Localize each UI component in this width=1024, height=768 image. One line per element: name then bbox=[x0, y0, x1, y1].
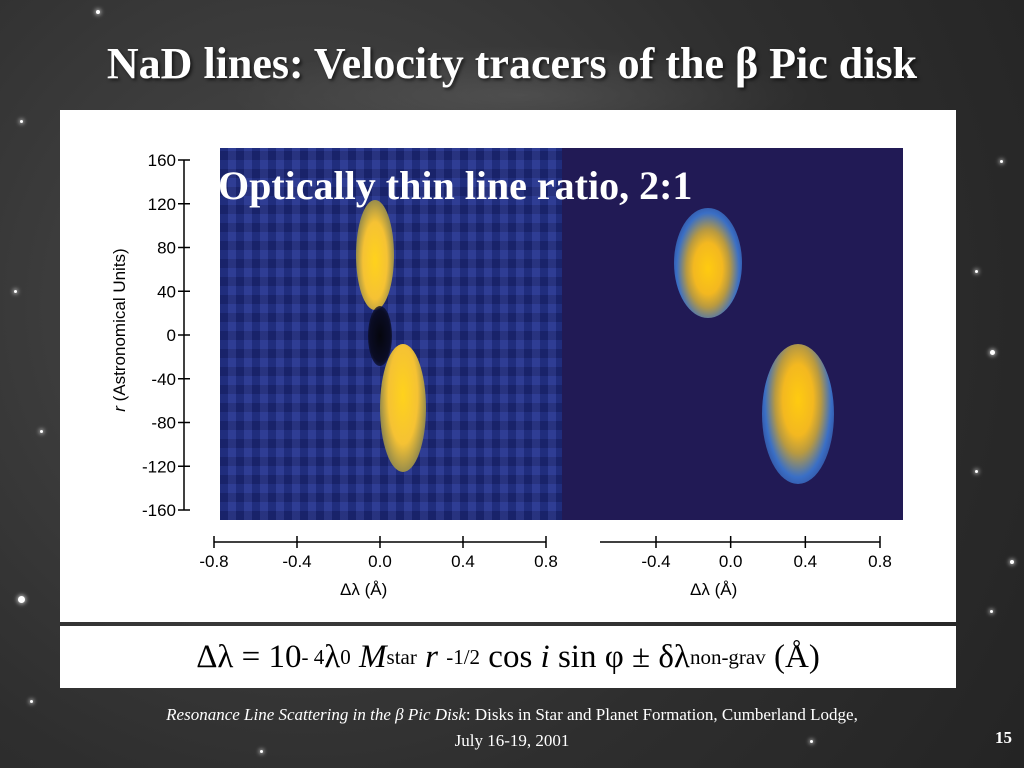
observed-heatmap-panel bbox=[220, 148, 562, 520]
x-axis-left-tick-label: -0.8 bbox=[199, 552, 228, 571]
feature-lower-right bbox=[762, 344, 834, 484]
x-axis-label-left: Δλ (Å) bbox=[340, 580, 388, 599]
x-axis-left-tick-label: 0.0 bbox=[368, 552, 392, 571]
feature-lower-left bbox=[380, 344, 426, 472]
y-tick-label: -120 bbox=[142, 457, 176, 476]
y-tick-label: 80 bbox=[157, 239, 176, 258]
feature-upper-right bbox=[674, 208, 742, 318]
chart-axes: 160 120 80 40 0 -40 -80 -120 -160 -0.8 -0.4 0.0 0.4 0… bbox=[142, 151, 892, 571]
slide-footer: Resonance Line Scattering in the β Pic D… bbox=[0, 702, 1024, 754]
y-axis-label: r (Astronomical Units) bbox=[110, 248, 129, 412]
x-axis-left-tick-label: 0.4 bbox=[451, 552, 475, 571]
y-tick-label: 120 bbox=[148, 195, 176, 214]
footer-conference: : Disks in Star and Planet Formation, Cu… bbox=[465, 705, 858, 724]
y-tick-label: 160 bbox=[148, 151, 176, 170]
x-axis-right-tick-label: -0.4 bbox=[641, 552, 670, 571]
figure-overlay-title: Optically thin line ratio, 2:1 bbox=[218, 163, 693, 208]
x-axis-left-tick-label: 0.8 bbox=[534, 552, 558, 571]
x-axis-right-tick-label: 0.0 bbox=[719, 552, 743, 571]
x-axis-right-tick-label: 0.8 bbox=[868, 552, 892, 571]
y-tick-label: 40 bbox=[157, 282, 176, 301]
footer-talk-title: Resonance Line Scattering in the β Pic D… bbox=[166, 705, 466, 724]
y-tick-label: -160 bbox=[142, 501, 176, 520]
model-heatmap-panel bbox=[562, 148, 903, 520]
footer-date: July 16-19, 2001 bbox=[454, 731, 570, 750]
feature-upper-left bbox=[356, 200, 394, 310]
y-tick-label: 0 bbox=[167, 326, 176, 345]
x-axis-left-tick-label: -0.4 bbox=[282, 552, 311, 571]
y-tick-label: -80 bbox=[151, 414, 176, 433]
page-number: 15 bbox=[995, 728, 1012, 747]
dark-absorption-core bbox=[368, 306, 392, 366]
figure-image: 160 120 80 40 0 -40 -80 -120 -160 -0.8 -0.4 0.0 0.4 0… bbox=[60, 110, 956, 622]
x-axis-label-right: Δλ (Å) bbox=[690, 580, 738, 599]
y-tick-label: -40 bbox=[151, 370, 176, 389]
x-axis-right-tick-label: 0.4 bbox=[794, 552, 818, 571]
slide-title: NaD lines: Velocity tracers of the β Pic… bbox=[106, 39, 918, 88]
